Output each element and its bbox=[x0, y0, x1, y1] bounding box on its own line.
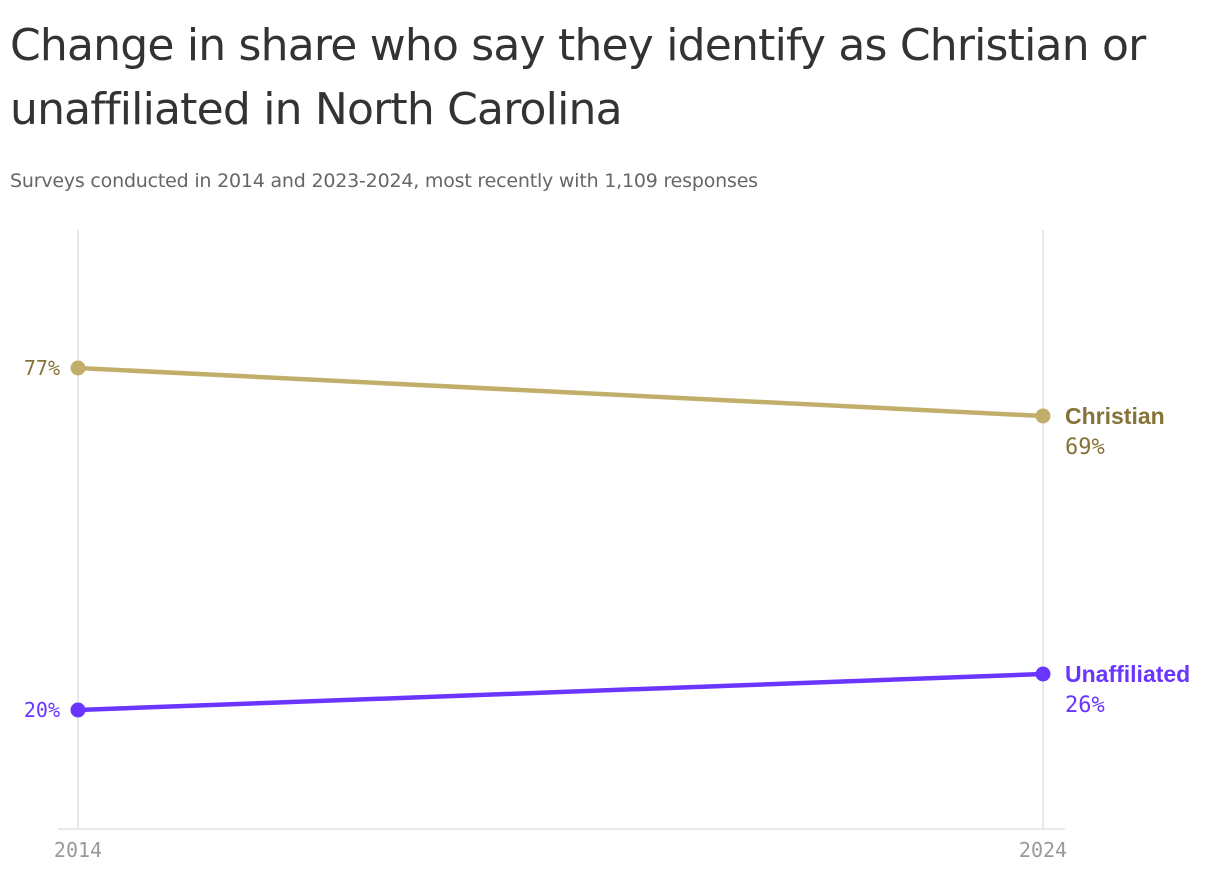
value-label-christian-start: 77% bbox=[24, 356, 60, 380]
data-point-unaffiliated-2024 bbox=[1035, 666, 1051, 682]
series-name-label-unaffiliated: Unaffiliated bbox=[1065, 661, 1190, 687]
data-point-christian-2024 bbox=[1035, 408, 1051, 424]
label-layer: 77% Christian 69% 20% Unaffiliated 26% bbox=[24, 356, 1190, 722]
chart-title: Change in share who say they identify as… bbox=[10, 20, 1146, 135]
data-point-christian-2014 bbox=[70, 360, 86, 376]
value-label-unaffiliated-start: 20% bbox=[24, 698, 60, 722]
series-name-label-christian: Christian bbox=[1065, 403, 1165, 429]
value-label-unaffiliated-end: 26% bbox=[1065, 693, 1105, 718]
data-point-unaffiliated-2014 bbox=[70, 702, 86, 718]
grid-layer bbox=[77, 230, 1044, 829]
x-axis: 2014 2024 bbox=[54, 828, 1067, 862]
series-line-christian bbox=[75, 365, 1046, 419]
x-tick-label-2014: 2014 bbox=[54, 838, 102, 862]
value-label-christian-end: 69% bbox=[1065, 435, 1105, 460]
chart-subtitle: Surveys conducted in 2014 and 2023-2024,… bbox=[10, 170, 758, 192]
x-tick-label-2024: 2024 bbox=[1019, 838, 1067, 862]
series-layer bbox=[70, 360, 1051, 718]
series-line-unaffiliated bbox=[75, 671, 1046, 713]
